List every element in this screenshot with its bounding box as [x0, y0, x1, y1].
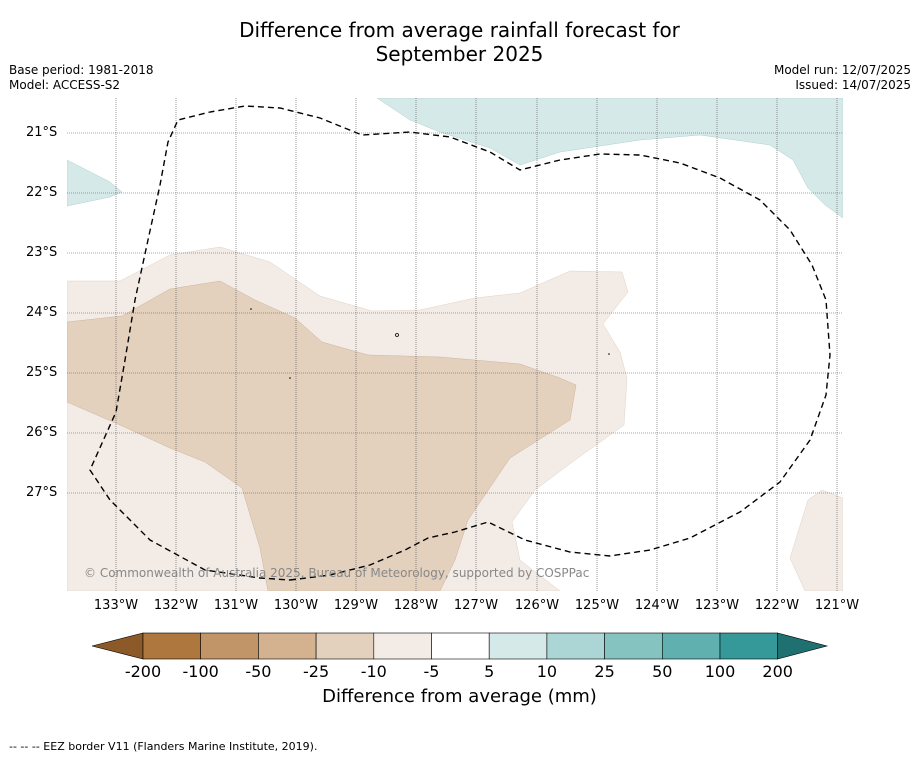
longitude-label: 125°W	[574, 598, 620, 613]
island-mark	[608, 353, 610, 355]
longitude-label: 131°W	[213, 598, 259, 613]
colorbar-tick-label: 100	[704, 662, 736, 681]
colorbar-segment	[142, 632, 202, 660]
map-area	[67, 98, 843, 591]
longitude-label: 130°W	[273, 598, 319, 613]
mid-brown-region	[67, 280, 577, 591]
longitude-label: 123°W	[694, 598, 740, 613]
colorbar-tick-label: -10	[360, 662, 387, 681]
colorbar-extend-min	[91, 632, 144, 660]
meta-left: Base period: 1981-2018 Model: ACCESS-S2	[9, 63, 154, 93]
longitude-label: 133°W	[93, 598, 139, 613]
colorbar-tick-label: -50	[245, 662, 272, 681]
title-line-1: Difference from average rainfall forecas…	[239, 18, 680, 42]
model-run: Model run: 12/07/2025	[773, 63, 911, 77]
longitude-label: 128°W	[393, 598, 439, 613]
eez-footnote: -- -- -- EEZ border V11 (Flanders Marine…	[9, 740, 318, 753]
colorbar-segment	[315, 632, 375, 660]
colorbar-title: Difference from average (mm)	[322, 686, 597, 707]
colorbar-segment	[719, 632, 779, 660]
colorbar-tick-label: 10	[536, 662, 558, 681]
longitude-label: 127°W	[453, 598, 499, 613]
model-name: Model: ACCESS-S2	[9, 78, 121, 92]
longitude-label: 124°W	[634, 598, 680, 613]
colorbar-tick-label: 50	[652, 662, 673, 681]
longitude-label: 129°W	[333, 598, 379, 613]
issued-date: Issued: 14/07/2025	[795, 78, 911, 92]
latitude-label: 23°S	[26, 245, 58, 260]
meta-right: Model run: 12/07/2025 Issued: 14/07/2025	[774, 63, 911, 93]
longitude-label: 126°W	[514, 598, 560, 613]
colorbar-segment	[373, 632, 432, 660]
eez-border	[89, 105, 831, 581]
colorbar-tick-label: 25	[594, 662, 615, 681]
light-brown-region-se	[789, 489, 843, 591]
colorbar	[91, 632, 829, 660]
colorbar-extend-max	[777, 632, 829, 660]
longitude-label: 121°W	[814, 598, 860, 613]
colorbar-segment	[258, 632, 317, 660]
island-mark	[395, 333, 399, 337]
colorbar-segment	[200, 632, 259, 660]
colorbar-tick-label: -200	[124, 662, 162, 681]
colorbar-tick-label: -25	[303, 662, 330, 681]
colorbar-tick-label: 200	[762, 662, 793, 681]
teal-region-north	[376, 98, 843, 219]
latitude-label: 24°S	[26, 305, 58, 320]
colorbar-segment	[488, 632, 548, 660]
latitude-label: 25°S	[26, 365, 58, 380]
map-title: Difference from average rainfall forecas…	[0, 18, 919, 66]
colorbar-segment	[546, 632, 605, 660]
latitude-label: 21°S	[26, 125, 58, 140]
longitude-label: 122°W	[754, 598, 800, 613]
longitude-label: 132°W	[153, 598, 199, 613]
colorbar-tick-label: 5	[484, 662, 495, 681]
island-mark	[250, 308, 252, 310]
colorbar-tick-label: -5	[423, 662, 440, 681]
colorbar-tick-label: -100	[182, 662, 219, 681]
latitude-gridlines	[67, 132, 843, 494]
latitude-label: 22°S	[26, 185, 58, 200]
longitude-gridlines	[115, 98, 838, 591]
title-line-2: September 2025	[375, 42, 544, 66]
colorbar-segment	[431, 632, 490, 660]
island-mark	[289, 377, 291, 379]
colorbar-segment	[604, 632, 663, 660]
base-period: Base period: 1981-2018	[9, 63, 154, 77]
latitude-label: 26°S	[26, 425, 58, 440]
copyright-notice: © Commonwealth of Australia 2025, Bureau…	[84, 566, 590, 580]
latitude-label: 27°S	[26, 485, 58, 500]
colorbar-segment	[661, 632, 721, 660]
